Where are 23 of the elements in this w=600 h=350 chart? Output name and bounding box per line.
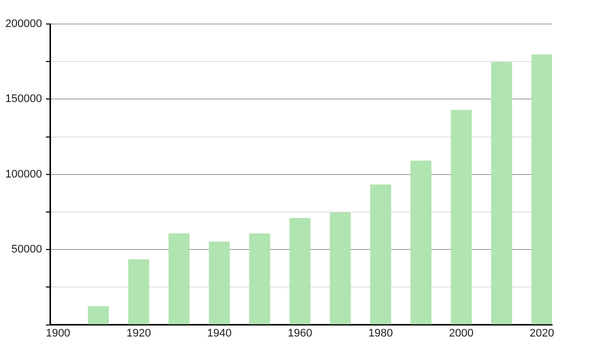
bar bbox=[330, 212, 351, 324]
x-tick-label: 1900 bbox=[46, 327, 70, 340]
bar bbox=[370, 184, 392, 324]
x-tick-label: 2020 bbox=[530, 327, 554, 340]
y-tick-label: 50000 bbox=[11, 244, 42, 256]
x-tick-label: 1920 bbox=[126, 327, 151, 340]
x-tick-label: 1940 bbox=[207, 327, 232, 340]
bar bbox=[491, 62, 512, 324]
x-tick-label: 2000 bbox=[449, 327, 474, 340]
bar bbox=[249, 233, 270, 324]
y-tick-label: 200000 bbox=[5, 18, 42, 30]
x-tick-label: 1980 bbox=[368, 327, 393, 340]
bar bbox=[531, 54, 552, 324]
y-tick-label: 150000 bbox=[5, 93, 42, 106]
x-tick-label: 1960 bbox=[288, 327, 312, 340]
bar bbox=[128, 259, 150, 324]
bar bbox=[168, 233, 190, 324]
bar bbox=[208, 242, 230, 324]
bar bbox=[450, 110, 472, 324]
y-tick-label: 100000 bbox=[5, 168, 42, 180]
bar bbox=[290, 218, 310, 324]
bar bbox=[88, 306, 109, 324]
bar bbox=[410, 160, 432, 324]
